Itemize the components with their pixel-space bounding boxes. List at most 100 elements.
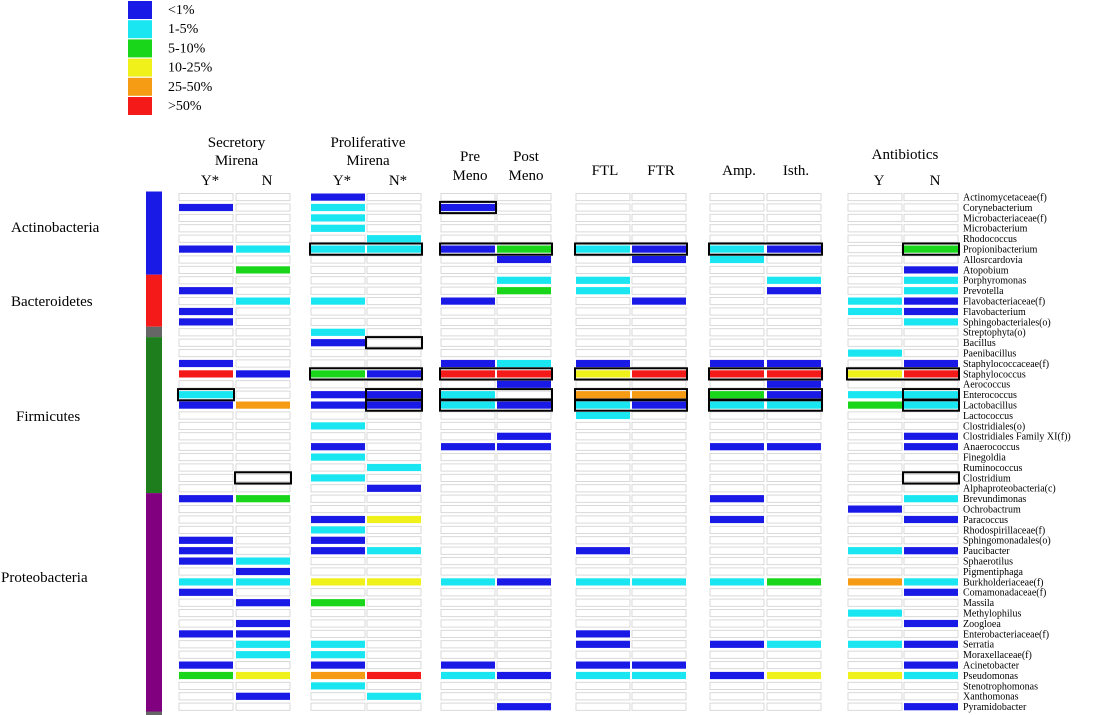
cell: [904, 703, 958, 711]
cell: [710, 578, 764, 586]
cell: [310, 349, 366, 358]
cell: [766, 702, 822, 711]
cell: [847, 224, 903, 233]
cell: [310, 265, 366, 274]
cell: [235, 432, 291, 441]
cell: [766, 193, 822, 202]
taxon-label: Lactococcus: [963, 411, 1013, 422]
cell: [847, 421, 903, 430]
cell: [847, 463, 903, 472]
cell: [235, 338, 291, 347]
cell: [367, 370, 421, 378]
cell: [440, 463, 496, 472]
cell: [903, 505, 959, 514]
cell: [766, 650, 822, 659]
cell: [631, 328, 687, 337]
cell: [632, 671, 686, 680]
cell: [904, 661, 958, 669]
legend-swatch-p5_10: [128, 39, 152, 58]
cell: [631, 484, 687, 493]
cell: [632, 370, 686, 378]
cell: [575, 317, 631, 326]
cell: [631, 609, 687, 618]
cell: [366, 203, 422, 212]
cell: [632, 255, 686, 264]
taxon-label: Propionibacterium: [963, 245, 1038, 256]
cell: [366, 359, 422, 368]
cell: [310, 692, 366, 701]
cell: [575, 525, 631, 534]
cell: [310, 276, 366, 285]
cell: [496, 390, 552, 399]
cell: [847, 661, 903, 670]
cell: [311, 515, 365, 524]
cell: [496, 213, 552, 222]
cell: [236, 245, 290, 253]
cell: [440, 494, 496, 503]
cell: [178, 681, 234, 690]
highlight-boxes: [177, 200, 960, 485]
cell: [441, 661, 495, 669]
taxon-label: Ochrobactrum: [963, 505, 1021, 516]
cell: [709, 276, 765, 285]
cell: [440, 598, 496, 607]
cell: [179, 370, 233, 378]
cell: [178, 276, 234, 285]
cell: [366, 609, 422, 618]
cell: [904, 619, 958, 628]
cell: [441, 443, 495, 451]
cell: [767, 359, 821, 368]
cell: [847, 213, 903, 222]
highlight-box: [708, 242, 823, 256]
cell: [766, 536, 822, 545]
cell: [440, 702, 496, 711]
taxon-label: Moraxellaceae(f): [963, 650, 1032, 661]
cell: [496, 317, 552, 326]
cell: [441, 578, 495, 586]
highlight-box: [574, 398, 688, 412]
cell: [575, 598, 631, 607]
cell: [235, 661, 291, 670]
cell: [631, 307, 687, 316]
cell: [311, 370, 365, 378]
cell: [178, 380, 234, 389]
cell: [709, 411, 765, 420]
taxon-label: Serratia: [963, 640, 995, 651]
cell: [709, 536, 765, 545]
cell: [310, 432, 366, 441]
cell: [440, 193, 496, 202]
cell: [904, 318, 958, 326]
cell: [236, 599, 290, 607]
cell: [178, 567, 234, 576]
cell: [709, 297, 765, 306]
cell: [710, 359, 764, 368]
cell: [709, 234, 765, 243]
cell: [496, 494, 552, 503]
cell: [766, 661, 822, 670]
taxon-label: Zoogloea: [963, 619, 1001, 630]
cell: [575, 349, 631, 358]
cell: [235, 213, 291, 222]
taxon-label: Streptophyta(o): [963, 328, 1026, 339]
cell: [440, 484, 496, 493]
cell: [766, 557, 822, 566]
highlight-box: [439, 200, 497, 215]
cell: [440, 619, 496, 628]
phylum-bar: [146, 326, 162, 338]
cell: [311, 640, 365, 648]
cell: [179, 557, 233, 565]
cell: [367, 547, 421, 555]
cell: [847, 432, 903, 441]
cell: [576, 245, 630, 253]
cell: [847, 702, 903, 711]
cell: [440, 380, 496, 389]
cell: [904, 297, 958, 305]
cell: [236, 370, 290, 378]
cell: [497, 287, 551, 295]
cell: [497, 443, 551, 451]
highlight-box: [365, 336, 423, 350]
cell: [311, 297, 365, 305]
cell: [903, 338, 959, 347]
column-label: Isth.: [783, 163, 809, 179]
cell: [236, 640, 290, 648]
